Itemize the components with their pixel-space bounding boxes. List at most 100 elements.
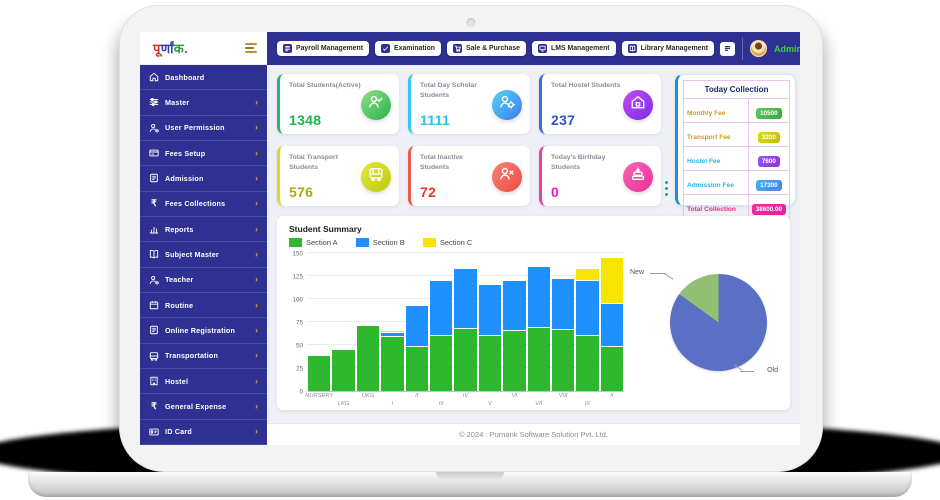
x-axis-label: III [438, 401, 444, 407]
logo-part-1: पू [153, 41, 161, 56]
collection-row-transport-fee: Transport Fee 3200 [683, 122, 790, 147]
bar-iv: IV [454, 268, 477, 399]
stat-card-value: 0 [551, 184, 560, 200]
sidebar-item-routine[interactable]: Routine › [140, 293, 267, 319]
segment-section-a [551, 330, 575, 391]
segment-section-b [551, 278, 575, 331]
nav-button-lms-management[interactable]: LMS Management [532, 41, 616, 56]
sidebar-item-master[interactable]: Master › [140, 90, 267, 116]
app-logo: पूर्णांक. [153, 39, 188, 57]
sidebar-item-teacher[interactable]: Teacher › [140, 268, 267, 293]
segment-section-a [527, 328, 550, 391]
birthday-cake-icon [630, 166, 646, 187]
y-axis-tick: 0 [299, 388, 303, 396]
stats-row: Total Students(Active) 1348 Total Day Scho… [277, 74, 796, 219]
chevron-right-icon: › [255, 172, 258, 183]
stat-card-icon-circle [623, 161, 653, 192]
sidebar-item-label: Dashboard [165, 72, 205, 82]
nav-button-payroll-management[interactable]: Payroll Management [277, 41, 370, 56]
segment-section-c [600, 257, 624, 304]
bar-viii: VIII [551, 278, 575, 399]
bar-v: V [478, 285, 502, 407]
bar-x: X [600, 257, 624, 399]
logo-part-3: क [173, 41, 185, 56]
segment-section-a [576, 335, 599, 391]
chevron-right-icon: › [255, 122, 258, 133]
sidebar-item-label: General Expense [165, 401, 227, 411]
sidebar-item-label: Reports [165, 224, 194, 234]
nav-button-library-management[interactable]: Library Management [621, 41, 714, 56]
nav-button-label: Payroll Management [296, 45, 364, 52]
stat-card-label: Total Students(Active) [289, 82, 361, 89]
chevron-right-icon: › [255, 198, 258, 209]
stat-card-value: 237 [551, 112, 576, 128]
lms-icon [538, 44, 548, 53]
sidebar-item-dashboard[interactable]: Dashboard [140, 65, 267, 91]
legend-item-section-b[interactable]: Section B [355, 238, 405, 247]
segment-section-b [576, 280, 599, 336]
x-axis-label: LKG [337, 401, 350, 407]
bar-ix: IX [576, 268, 599, 407]
stat-card-total-hostel-students: Total Hostel Students 237 [539, 74, 661, 134]
sidebar-item-transportation[interactable]: Transportation › [140, 344, 267, 369]
stat-card-label: Today's Birthday Students [551, 154, 606, 171]
pie-connector-line [650, 273, 666, 274]
sidebar-item-subject-master[interactable]: Subject Master › [140, 242, 267, 268]
menu-toggle-icon[interactable] [245, 43, 257, 53]
segment-section-a [478, 335, 502, 391]
more-options-dots[interactable] [665, 181, 668, 196]
segment-section-a [429, 335, 453, 391]
collection-row-monthly-fee: Monthly Fee 10500 [683, 98, 790, 123]
sidebar-item-reports[interactable]: Reports › [140, 217, 267, 243]
bar-i: I [381, 331, 404, 407]
stat-card-label: Total Hostel Students [551, 82, 621, 89]
y-axis: 0 25 50 75 100 125 150 [289, 251, 307, 396]
sidebar-item-id-card[interactable]: ID Card › [140, 420, 267, 445]
pie-label-new: New [630, 269, 645, 276]
segment-section-b [454, 268, 477, 330]
transport-bus-icon [368, 166, 384, 187]
sidebar-item-admission[interactable]: Admission › [140, 166, 267, 192]
nav-button-label: Examination [394, 45, 435, 52]
chevron-right-icon: › [255, 248, 258, 259]
fee-label: Monthly Fee [687, 109, 726, 117]
legend-swatch [289, 238, 302, 247]
payroll-icon [283, 44, 292, 53]
sidebar-item-fees-setup[interactable]: Fees Setup › [140, 141, 267, 167]
legend-swatch [422, 238, 436, 247]
form-icon [149, 173, 159, 183]
chevron-right-icon: › [255, 324, 258, 335]
pie-chart-area: New Old [630, 254, 778, 408]
stat-card-total-students-active: Total Students(Active) 1348 [277, 74, 399, 134]
legend-label: Section A [306, 238, 338, 247]
x-axis-label: UKG [361, 393, 375, 399]
sidebar-item-user-permission[interactable]: User Permission › [140, 116, 267, 141]
sidebar-item-hostel[interactable]: Hostel › [140, 369, 267, 395]
chevron-right-icon: › [255, 350, 258, 361]
pie-label-old: Old [767, 367, 778, 374]
gridline [307, 252, 624, 253]
pie-chart [670, 274, 767, 371]
segment-section-a [454, 329, 477, 391]
sidebar-item-fees-collections[interactable]: ₹ Fees Collections › [140, 192, 267, 217]
examination-icon [381, 44, 391, 53]
sale-purchase-icon [453, 44, 462, 53]
today-collection-table: Today Collection Monthly Fee 10500 Transpo… [683, 80, 790, 219]
sidebar-item-label: ID Card [165, 427, 192, 437]
legend-item-section-a[interactable]: Section A [289, 238, 338, 247]
bar-chart: 0 25 50 75 100 125 150 NURSERY LKG UKG I II III IV V V… [289, 251, 630, 408]
sidebar-item-online-registration[interactable]: Online Registration › [140, 318, 267, 344]
laptop-base [28, 472, 912, 497]
notes-icon[interactable] [720, 41, 735, 56]
copyright-text: © 2024 : Purnank Software Solution Pvt. … [459, 430, 608, 439]
admin-avatar[interactable] [750, 40, 767, 57]
home-icon [149, 72, 159, 82]
nav-button-examination[interactable]: Examination [375, 41, 441, 56]
legend-item-section-c[interactable]: Section C [422, 238, 472, 247]
nav-button-sale-purchase[interactable]: Sale & Purchase [447, 41, 527, 56]
stat-card-total-transport-students: Total Transport Students 576 [277, 146, 399, 206]
stat-card-today-s-birthday-students: Today's Birthday Students 0 [539, 146, 661, 206]
segment-section-b [600, 303, 624, 347]
sidebar-item-general-expense[interactable]: ₹ General Expense › [140, 394, 267, 420]
admin-label[interactable]: Admin [774, 43, 800, 54]
